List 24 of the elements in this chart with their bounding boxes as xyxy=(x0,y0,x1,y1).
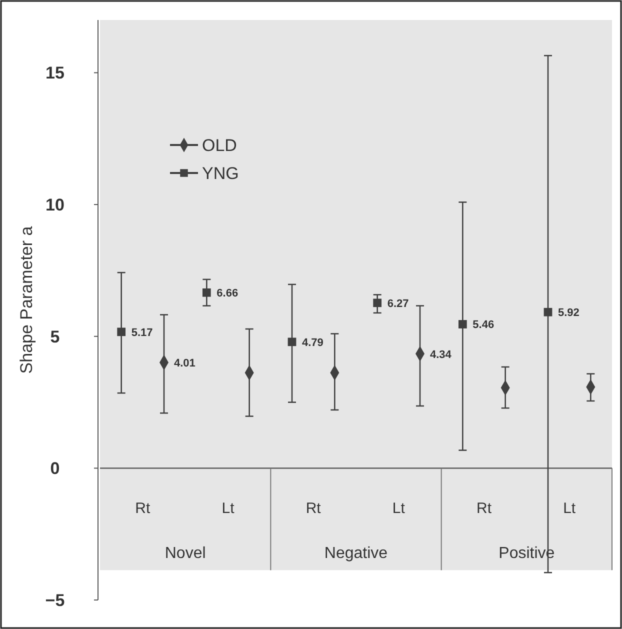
data-label: 5.17 xyxy=(131,326,153,339)
data-label: 6.27 xyxy=(387,298,409,310)
data-label: 5.46 xyxy=(472,319,494,332)
data-label: 4.34 xyxy=(430,348,452,361)
data-label: 5.92 xyxy=(558,307,580,320)
y-tick-label: 15 xyxy=(46,64,64,83)
x-tick-label: Lt xyxy=(563,500,576,518)
x-tick-label: Rt xyxy=(306,500,322,518)
y-tick-label: −5 xyxy=(45,591,65,610)
x-tick-label: Lt xyxy=(222,500,236,518)
x-tick-label: Lt xyxy=(392,500,406,518)
x-tick-label: Rt xyxy=(476,500,492,518)
data-label: 6.66 xyxy=(216,288,238,300)
legend-label: OLD xyxy=(202,136,237,155)
data-label: 4.01 xyxy=(174,357,196,370)
x-tick-label: Rt xyxy=(135,500,151,518)
y-tick-label: 0 xyxy=(50,459,60,478)
annotation: Negative xyxy=(324,545,388,562)
data-label: 4.79 xyxy=(302,336,324,349)
legend-label: YNG xyxy=(202,164,239,183)
annotation: Novel xyxy=(164,545,206,562)
y-tick-label: 5 xyxy=(50,327,60,346)
y-tick-label: 10 xyxy=(46,196,64,215)
y-axis-title: Shape Parameter a xyxy=(17,226,36,374)
